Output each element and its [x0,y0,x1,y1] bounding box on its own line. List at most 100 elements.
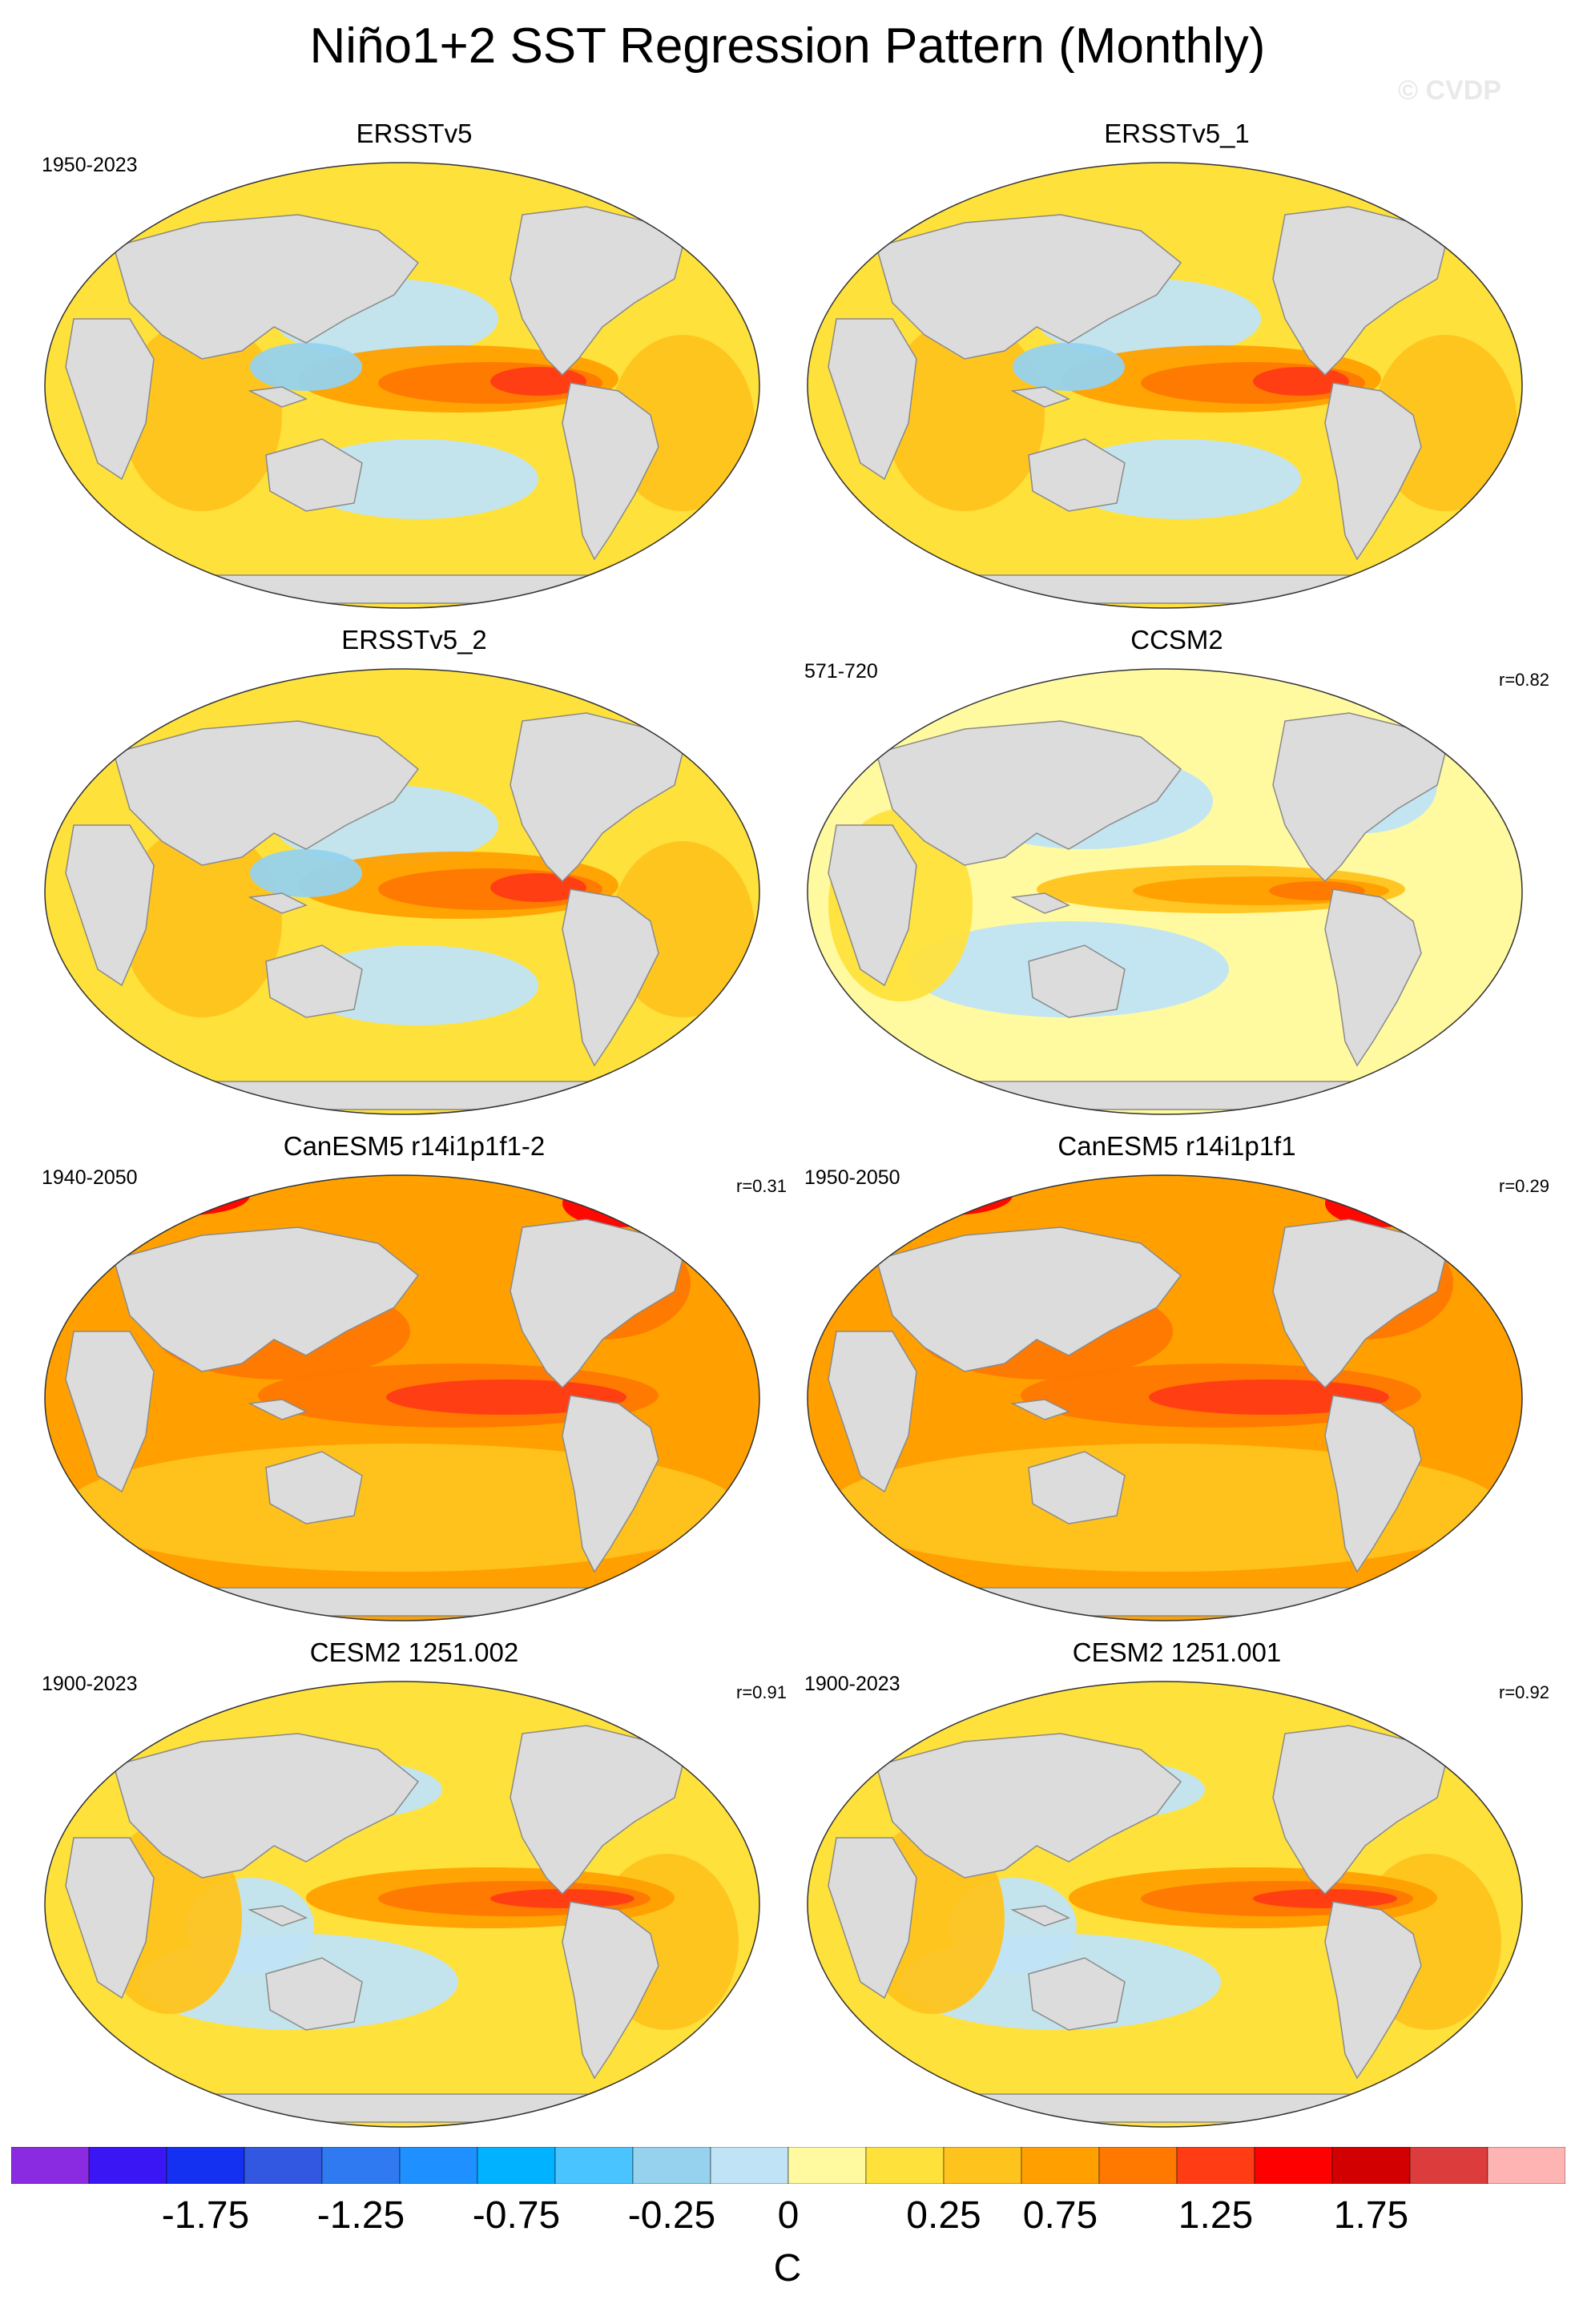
robinson-map [44,668,760,1115]
sst-contour [884,1175,1013,1215]
land-australia [1028,945,1126,1018]
robinson-map [44,1174,760,1621]
land-australia [1028,1957,1126,2031]
colorbar-swatch [399,2147,478,2184]
colorbar-swatch [1254,2147,1333,2184]
land-greenland [649,1701,723,1759]
map-outline [807,1174,1523,1621]
land-antarctica [136,1587,668,1617]
land-antarctica [136,2093,668,2123]
land-australia [265,1451,363,1524]
panel-years: 1900-2023 [804,1673,900,1695]
pattern-correlation: r=0.92 [1499,1682,1549,1702]
land-indonesia [1010,386,1070,408]
panel-title: CanESM5 r14i1p1f1-2 [283,1131,546,1161]
land-indonesia [248,1399,308,1420]
land-indonesia [248,892,308,914]
land-antarctica [136,574,668,604]
sst-contour [386,1379,626,1415]
sst-contour [490,1889,634,1908]
panel-years: 1940-2050 [42,1166,138,1189]
panel-title: ERSSTv5_2 [341,625,487,655]
panel-title: CESM2 1251.002 [309,1637,519,1667]
colorbar-tick-label: -1.75 [161,2194,250,2237]
panel-years: 1950-2050 [804,1166,900,1189]
land-indonesia [1010,1399,1070,1420]
map-panel: ERSSTv5_1 [804,119,1549,622]
colorbar-unit: C [773,2247,802,2290]
land-greenland [1412,688,1486,747]
colorbar-tick-label: -1.25 [316,2194,405,2237]
land-eurasia [876,1733,1182,1879]
colorbar-tick-label: 1.25 [1178,2194,1254,2237]
sst-contour [1253,1889,1397,1908]
land-australia [265,1957,363,2031]
land-americaSouth [1324,1395,1422,1573]
map-outline [807,1681,1523,2128]
colorbar-swatch [865,2147,945,2184]
map-outline [44,668,760,1115]
land-eurasia [876,720,1182,866]
colorbar-swatch [1021,2147,1100,2184]
colorbar-swatch [632,2147,711,2184]
colorbar-tick-label: 0.25 [906,2194,981,2237]
land-africa [828,318,917,481]
colorbar-swatch [477,2147,556,2184]
pattern-correlation: r=0.29 [1499,1176,1549,1196]
colorbar-tick-label: -0.25 [627,2194,716,2237]
panel-title: ERSSTv5 [356,119,473,148]
colorbar-swatch [1098,2147,1178,2184]
land-americaSouth [562,1901,659,2080]
pattern-correlation: r=0.82 [1499,670,1549,690]
land-indonesia [248,1905,308,1927]
colorbar-tick-label: 0 [777,2194,800,2237]
land-americaSouth [1324,1901,1422,2080]
colorbar-swatch [788,2147,867,2184]
land-eurasia [876,1226,1182,1372]
panel-years: 1950-2023 [42,154,138,176]
map-panel: CESM2 1251.001 1900-2023 r=0.92 [804,1637,1549,2141]
colorbar-swatch [943,2147,1022,2184]
land-africa [65,318,155,481]
panel-title: ERSSTv5_1 [1104,119,1250,148]
colorbar-swatch [1176,2147,1255,2184]
land-eurasia [113,214,420,360]
robinson-map [807,1681,1523,2128]
watermark: © CVDP [1398,75,1501,106]
colorbar-swatch [321,2147,401,2184]
land-eurasia [113,720,420,866]
colorbar-swatch [1331,2147,1411,2184]
colorbar-swatch [1487,2147,1565,2184]
land-australia [265,438,363,512]
colorbar-swatch [88,2147,167,2184]
map-outline [807,668,1523,1115]
land-eurasia [876,214,1182,360]
panel-years: 1900-2023 [42,1673,138,1695]
sst-contour [1149,1379,1389,1415]
land-greenland [649,1194,723,1253]
land-africa [65,1331,155,1493]
panel-title: CESM2 1251.001 [1072,1637,1282,1667]
sst-contour [250,343,362,391]
figure-title: Niño1+2 SST Regression Pattern (Monthly) [309,18,1266,74]
land-africa [65,824,155,987]
sst-contour [122,319,282,511]
land-antarctica [899,1587,1431,1617]
sst-contour [122,825,282,1017]
land-indonesia [1010,892,1070,914]
robinson-map [807,668,1523,1115]
colorbar-swatch [554,2147,634,2184]
map-panel: CanESM5 r14i1p1f1-2 1940-2050 r=0.31 [42,1131,787,1634]
land-greenland [1412,182,1486,240]
land-antarctica [899,1081,1431,1110]
pattern-correlation: r=0.91 [736,1682,787,1702]
land-africa [65,1837,155,2000]
land-greenland [1412,1701,1486,1759]
land-antarctica [136,1081,668,1110]
map-outline [807,162,1523,609]
land-greenland [649,182,723,240]
land-indonesia [1010,1905,1070,1927]
land-antarctica [899,2093,1431,2123]
land-americaSouth [562,1395,659,1573]
land-eurasia [113,1226,420,1372]
